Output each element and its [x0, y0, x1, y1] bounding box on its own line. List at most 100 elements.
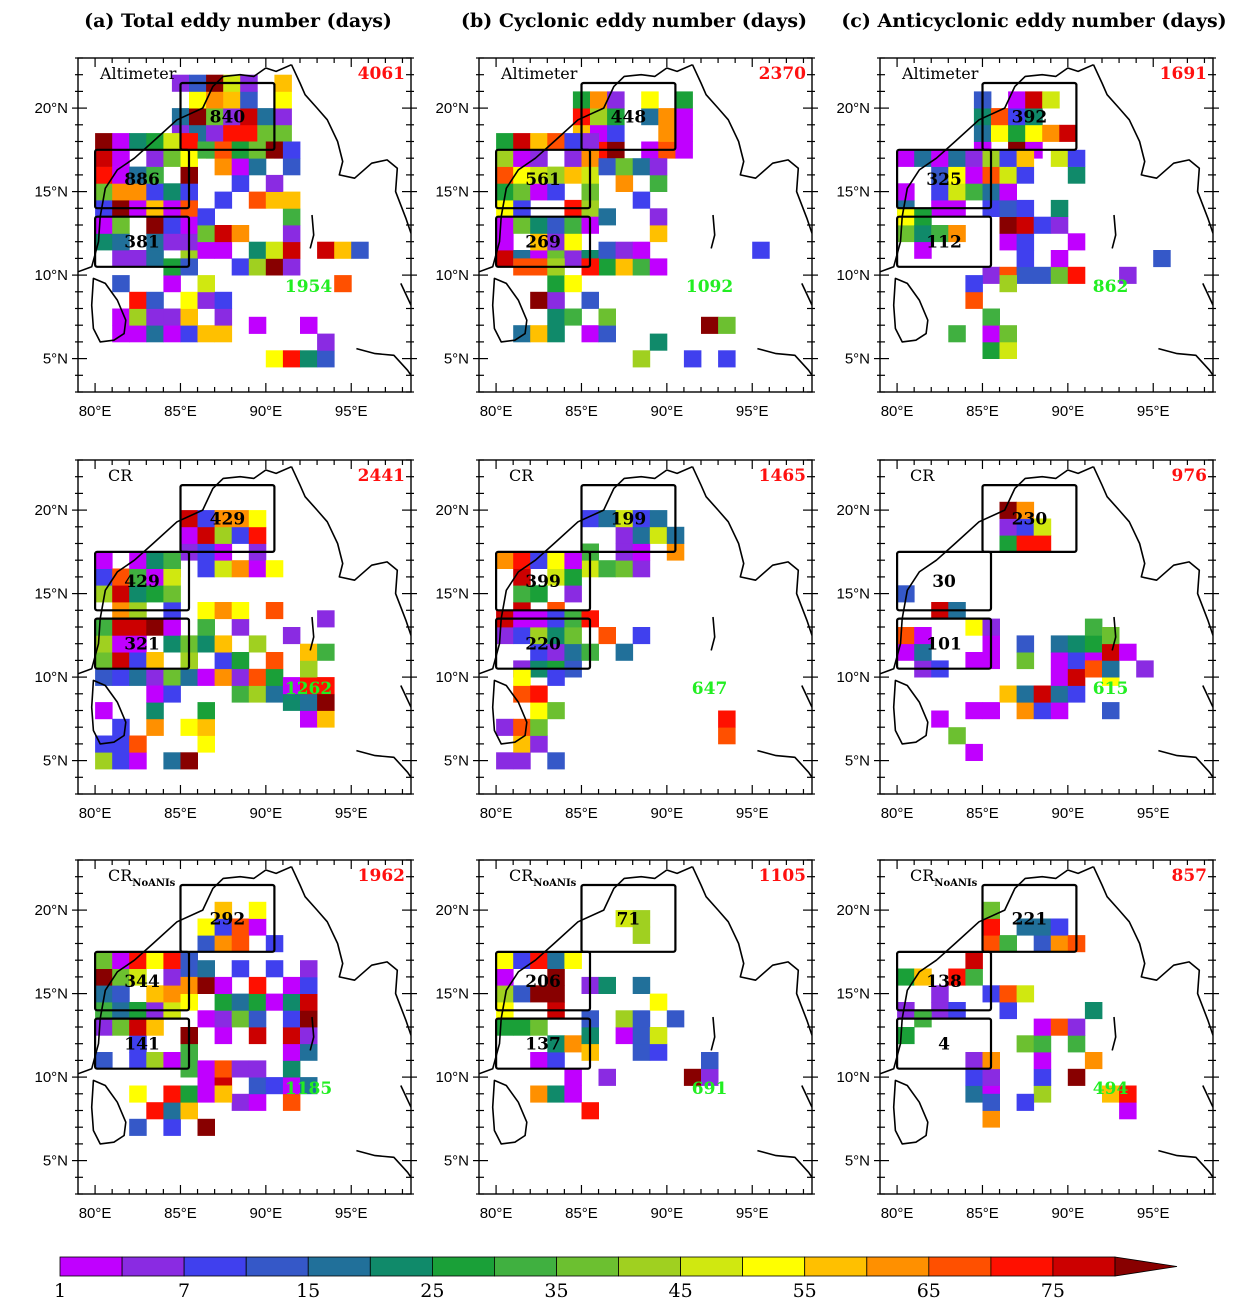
grid-cell [317, 643, 335, 661]
grid-cell [649, 1043, 668, 1061]
grid-cell [146, 216, 164, 234]
grid-cell [180, 291, 198, 309]
grid-cell [300, 710, 318, 728]
grid-cell [1025, 91, 1043, 109]
coastline-andaman [1111, 214, 1117, 249]
grid-cell [231, 652, 250, 670]
grid-cell [163, 325, 181, 343]
grid-cell [129, 951, 147, 969]
x-tick-label: 80°E [480, 805, 513, 822]
grid-cell [112, 133, 130, 151]
grid-cell [317, 610, 335, 628]
grid-cell [129, 133, 147, 151]
grid-cell [1067, 266, 1086, 284]
box-north [179, 484, 276, 554]
coastline-andaman [309, 214, 315, 249]
coastline-andaman [309, 616, 315, 651]
grid-cell [496, 216, 514, 234]
box-south [895, 617, 993, 670]
open-ocean-count: 647 [692, 679, 728, 699]
y-tick-label: 15°N [34, 986, 68, 1003]
grid-cell [197, 702, 215, 720]
grid-cell [189, 91, 207, 109]
coastline-peninsula [1202, 283, 1213, 306]
grid-cell [300, 350, 318, 368]
grid-cell [1067, 635, 1086, 653]
grid-cell [129, 1018, 147, 1036]
colorbar-segment [1052, 1256, 1116, 1277]
grid-cell [1016, 166, 1035, 184]
grid-cell [214, 602, 233, 620]
grid-cell [598, 627, 616, 645]
grid-cell [564, 643, 582, 661]
grid-cell [112, 216, 130, 234]
analysis-boxes [93, 484, 276, 670]
grid-cell [223, 108, 241, 126]
grid-cell [95, 618, 113, 636]
grid-cell [214, 918, 233, 936]
grid-cell [300, 960, 318, 978]
grid-cell [496, 250, 514, 268]
colorbar-segment [618, 1256, 681, 1277]
column-title-b: (b) Cyclonic eddy number (days) [461, 10, 807, 32]
grid-cell [1050, 266, 1069, 284]
grid-cell [265, 668, 284, 686]
grid-cell [530, 685, 548, 703]
grid-cell [129, 183, 147, 201]
grid-cell [632, 926, 651, 944]
y-tick-label: 20°N [836, 902, 870, 919]
grid-cell [931, 710, 949, 728]
grid-cell [112, 233, 130, 251]
grid-cell [248, 316, 267, 334]
grid-cell [897, 627, 915, 645]
grid-cell [1033, 1085, 1052, 1103]
colorbar-segment [866, 1256, 930, 1277]
grid-cell [214, 308, 233, 326]
grid-cell [146, 585, 164, 603]
grid-cell [146, 250, 164, 268]
grid-cell [1067, 1035, 1086, 1053]
grid-cell [300, 976, 318, 994]
coastline [880, 865, 1213, 1178]
grid-cell [496, 133, 514, 151]
grid-cell [1050, 250, 1069, 268]
grid-cell [632, 560, 651, 578]
grid-cell [1084, 618, 1103, 636]
grid-cell [564, 1035, 582, 1053]
coastline [479, 865, 812, 1178]
grid-cell [146, 568, 164, 586]
coastline-east [691, 466, 812, 636]
y-tick-label: 5°N [845, 1153, 870, 1170]
grid-cell [129, 1085, 147, 1103]
x-tick-label: 85°E [164, 1205, 197, 1222]
grid-cell [1016, 918, 1035, 936]
grid-cell [95, 1052, 113, 1070]
grid-cell [197, 935, 215, 953]
y-tick-label: 20°N [34, 502, 68, 519]
grid-cell [649, 174, 668, 192]
box-central [895, 550, 993, 612]
x-tick-label: 80°E [480, 403, 513, 420]
coastline-andaman [1111, 1016, 1117, 1051]
colorbar-label: 15 [296, 1280, 320, 1302]
row-label-main: CR [910, 866, 935, 885]
grid-cell [914, 149, 932, 167]
grid-cell [564, 133, 582, 151]
grid-cell [282, 350, 301, 368]
grid-cell [1016, 1093, 1035, 1111]
grid-cell [1067, 166, 1086, 184]
grid-cell [982, 1068, 1000, 1086]
x-tick-label: 90°E [249, 1205, 282, 1222]
x-tick-label: 90°E [650, 1205, 683, 1222]
grid-cell [163, 308, 181, 326]
grid-cell [607, 124, 625, 142]
grid-cell [214, 241, 233, 259]
grid-cell [282, 1077, 301, 1095]
grid-cell [274, 74, 292, 92]
grid-cell [214, 325, 233, 343]
y-tick-label: 20°N [836, 100, 870, 117]
grid-cells [95, 74, 369, 368]
grid-cell [129, 291, 147, 309]
x-tick-label: 85°E [164, 805, 197, 822]
grid-cell [214, 510, 233, 528]
